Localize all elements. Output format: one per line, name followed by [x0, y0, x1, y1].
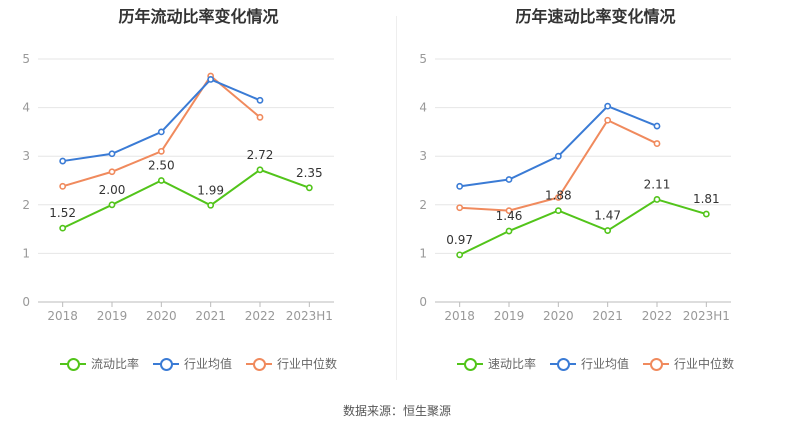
data-source-note: 数据来源：恒生聚源	[342, 404, 451, 418]
data-label: 1.88	[545, 189, 572, 203]
legend-item[interactable]: 行业中位数	[246, 355, 337, 372]
x-tick-label: 2023H1	[286, 309, 333, 323]
y-tick-label: 4	[22, 101, 30, 115]
data-point	[604, 227, 612, 234]
legend-label: 速动比率	[487, 357, 536, 371]
y-tick-label: 0	[22, 295, 30, 309]
legend-label: 行业均值	[580, 357, 629, 371]
legend-swatch	[59, 357, 86, 371]
series-line	[459, 198, 707, 256]
legend-item[interactable]: 行业中位数	[643, 355, 734, 372]
y-tick-label: 5	[22, 52, 30, 66]
data-point	[157, 128, 165, 136]
data-point	[59, 224, 67, 232]
current-ratio-chart: 历年流动比率变化情况 0 1 2 3 4 5 2018 2019 2020 2021 2022 202…	[0, 0, 397, 390]
quick-ratio-plot: 0 1 2 3 4 5 2018 2019 2020 2021 2022 2023H1 0.97 1.46…	[419, 52, 731, 323]
x-tick-label: 2022	[245, 309, 276, 323]
legend-label: 行业中位数	[674, 357, 735, 371]
data-point	[108, 201, 116, 209]
data-point	[108, 168, 116, 176]
data-label: 1.99	[197, 183, 224, 197]
divider	[396, 16, 397, 380]
data-label: 1.81	[693, 192, 720, 206]
data-label: 2.00	[99, 183, 126, 197]
legend-label: 行业中位数	[277, 357, 338, 371]
data-point	[256, 113, 264, 121]
chart-title: 历年流动比率变化情况	[118, 7, 279, 26]
x-tick-label: 2019	[97, 309, 128, 323]
data-point	[108, 150, 116, 158]
legend-swatch	[456, 357, 483, 371]
chart-title: 历年速动比率变化情况	[515, 7, 676, 26]
data-point	[157, 147, 165, 155]
legend-swatch	[549, 357, 576, 371]
data-point	[554, 207, 562, 215]
data-point	[456, 204, 464, 212]
data-label: 2.50	[148, 159, 175, 173]
data-label: 2.35	[296, 166, 323, 180]
chart-legend: 速动比率 行业均值 行业中位数	[397, 355, 794, 372]
series-line	[459, 104, 658, 188]
x-tick-label: 2018	[444, 309, 475, 323]
data-point	[305, 184, 313, 192]
x-tick-label: 2018	[47, 309, 78, 323]
data-point	[505, 227, 513, 235]
data-point	[59, 157, 67, 165]
x-tick-label: 2020	[543, 309, 574, 323]
y-tick-label: 1	[419, 246, 427, 260]
y-tick-label: 2	[419, 198, 427, 212]
x-tick-label: 2019	[494, 309, 525, 323]
data-point	[554, 194, 562, 201]
y-tick-label: 3	[419, 149, 427, 163]
legend-label: 行业均值	[183, 357, 232, 371]
legend-item[interactable]: 流动比率	[59, 355, 139, 372]
data-label: 1.47	[594, 209, 621, 223]
data-point	[207, 76, 215, 83]
legend-item[interactable]: 行业均值	[152, 355, 232, 372]
data-point	[256, 166, 264, 174]
legend-label: 流动比率	[90, 357, 139, 371]
data-point	[59, 182, 67, 190]
series-line	[62, 168, 310, 230]
data-label: 0.97	[446, 233, 473, 247]
legend-swatch	[643, 357, 669, 371]
y-tick-label: 1	[22, 246, 30, 260]
x-tick-label: 2021	[195, 309, 226, 323]
data-point	[505, 207, 513, 215]
data-point	[604, 102, 612, 110]
data-label: 2.72	[247, 148, 274, 162]
legend-item[interactable]: 速动比率	[456, 355, 536, 372]
x-tick-label: 2021	[592, 309, 623, 323]
y-tick-label: 2	[22, 198, 30, 212]
legend-swatch	[152, 357, 179, 371]
y-tick-label: 3	[22, 149, 30, 163]
x-tick-label: 2023H1	[683, 309, 730, 323]
data-label: 2.11	[644, 177, 671, 191]
data-point	[604, 116, 612, 124]
current-ratio-plot: 0 1 2 3 4 5 2018 2019 2020 2021 2022 2023H1 1.52 2.00…	[22, 52, 334, 323]
data-point	[256, 96, 264, 104]
legend-swatch	[246, 357, 272, 371]
data-point	[554, 152, 562, 160]
data-point	[207, 201, 215, 209]
chart-legend: 流动比率 行业均值 行业中位数	[0, 355, 397, 372]
data-point	[702, 210, 710, 218]
y-tick-label: 4	[419, 101, 427, 115]
data-point	[157, 177, 165, 184]
data-point	[653, 122, 661, 130]
data-point	[653, 196, 661, 203]
data-point	[456, 251, 464, 259]
legend-item[interactable]: 行业均值	[549, 355, 629, 372]
data-label: 1.46	[496, 209, 523, 223]
y-tick-label: 0	[419, 295, 427, 309]
data-point	[653, 140, 661, 147]
y-tick-label: 5	[419, 52, 427, 66]
quick-ratio-chart: 历年速动比率变化情况 0 1 2 3 4 5 2018 2019 2020 2021 2022 202…	[397, 0, 794, 390]
x-tick-label: 2022	[642, 309, 673, 323]
data-label: 1.52	[49, 206, 76, 220]
x-tick-label: 2020	[146, 309, 177, 323]
data-point	[505, 176, 513, 183]
data-point	[456, 182, 464, 190]
